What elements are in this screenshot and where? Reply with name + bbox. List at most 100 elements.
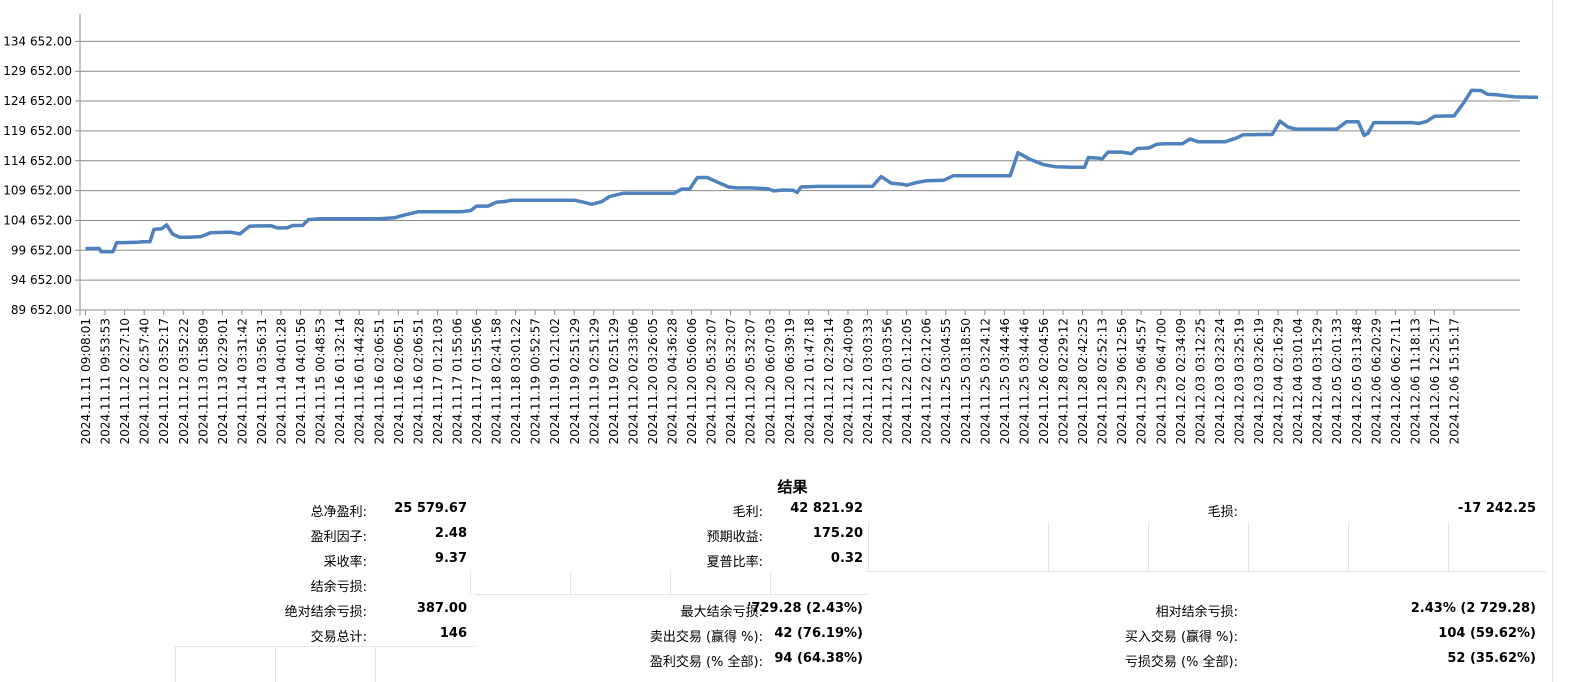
x-tick-label: 2024.11.19 00:52:57 <box>529 318 543 444</box>
chart-gridlines <box>75 40 1520 311</box>
x-tick-label: 2024.12.06 12:25:17 <box>1428 318 1442 444</box>
x-tick-label: 2024.12.04 03:01:04 <box>1291 318 1305 444</box>
x-tick-label: 2024.11.12 03:52:17 <box>157 318 171 444</box>
result-value: 94 (64.38%) <box>774 651 863 666</box>
result-label: 采收率: <box>323 555 367 570</box>
x-tick-label: 2024.11.21 03:03:33 <box>861 318 875 444</box>
x-tick-label: 2024.11.14 03:56:31 <box>255 318 269 444</box>
x-tick-label: 2024.12.02 02:34:09 <box>1174 318 1188 444</box>
x-tick-label: 2024.11.19 02:51:29 <box>587 318 601 444</box>
result-value: 146 <box>439 626 467 641</box>
result-label: 亏损交易 (% 全部): <box>1124 655 1238 670</box>
x-tick-label: 2024.11.21 02:40:09 <box>841 318 855 444</box>
x-tick-label: 2024.11.20 06:39:19 <box>783 318 797 444</box>
result-label: 毛损: <box>1207 505 1238 520</box>
result-value: 42 (76.19%) <box>774 626 863 641</box>
x-tick-label: 2024.11.15 00:48:53 <box>314 318 328 444</box>
x-tick-label: 2024.12.05 02:01:33 <box>1330 318 1344 444</box>
x-tick-label: 2024.11.25 03:24:12 <box>978 318 992 444</box>
x-tick-label: 2024.11.29 06:47:00 <box>1154 318 1168 444</box>
x-tick-label: 2024.11.22 01:12:05 <box>900 318 914 444</box>
x-tick-label: 2024.11.17 01:55:06 <box>450 318 464 444</box>
result-label: 最大结余亏损: <box>680 605 763 620</box>
result-label: 夏普比率: <box>706 555 763 570</box>
result-value: 2.43% (2 729.28) <box>1410 601 1536 616</box>
result-label: 绝对结余亏损: <box>284 605 367 620</box>
x-tick-label: 2024.11.13 02:29:01 <box>216 318 230 444</box>
x-tick-label: 2024.11.25 03:04:55 <box>939 318 953 444</box>
result-value: 25 579.67 <box>394 501 467 516</box>
x-tick-label: 2024.11.19 02:51:29 <box>568 318 582 444</box>
result-value: 42 821.92 <box>790 501 863 516</box>
result-label: 毛利: <box>732 505 763 520</box>
result-label: 买入交易 (赢得 %): <box>1124 630 1238 645</box>
x-tick-label: 2024.11.20 05:32:07 <box>705 318 719 444</box>
x-tick-label: 2024.11.20 03:26:05 <box>646 318 660 444</box>
y-tick-label: 124 652.00 <box>3 94 72 108</box>
x-tick-label: 2024.11.28 02:29:12 <box>1057 318 1071 444</box>
x-tick-label: 2024.11.14 04:01:28 <box>275 318 289 444</box>
y-tick-label: 104 652.00 <box>3 213 72 227</box>
result-value: 52 (35.62%) <box>1447 651 1536 666</box>
result-value: 104 (59.62%) <box>1438 626 1536 641</box>
x-tick-label: 2024.11.29 06:45:57 <box>1135 318 1149 444</box>
result-label: 盈利交易 (% 全部): <box>649 655 763 670</box>
y-tick-label: 94 652.00 <box>11 273 72 287</box>
result-value: 0.32 <box>830 551 863 566</box>
result-label: 总净盈利: <box>310 505 367 520</box>
balance-line <box>85 88 1539 254</box>
results-title: 结果 <box>777 478 808 496</box>
x-tick-label: 2024.11.26 02:04:56 <box>1037 318 1051 444</box>
x-tick-label: 2024.11.20 05:32:07 <box>724 318 738 444</box>
x-tick-label: 2024.11.25 03:44:46 <box>998 318 1012 444</box>
x-tick-label: 2024.11.20 05:32:07 <box>744 318 758 444</box>
result-value: 175.20 <box>812 526 863 541</box>
y-tick-label: 134 652.00 <box>3 34 72 48</box>
x-tick-label: 2024.11.14 04:01:56 <box>294 318 308 444</box>
x-tick-label: 2024.11.12 03:52:22 <box>177 318 191 444</box>
x-tick-label: 2024.12.04 03:15:29 <box>1311 318 1325 444</box>
x-tick-label: 2024.11.28 02:42:25 <box>1076 318 1090 444</box>
result-label: 交易总计: <box>310 630 367 645</box>
result-label: 结余亏损: <box>310 580 367 595</box>
y-tick-label: 119 652.00 <box>3 124 72 138</box>
x-tick-label: 2024.12.03 03:12:25 <box>1193 318 1207 444</box>
result-label: 相对结余亏损: <box>1155 605 1238 620</box>
x-tick-label: 2024.11.22 02:12:06 <box>920 318 934 444</box>
x-tick-label: 2024.12.04 02:16:29 <box>1272 318 1286 444</box>
result-value: '729.28 (2.43%) <box>747 601 863 616</box>
x-tick-label: 2024.11.11 09:08:01 <box>79 318 93 444</box>
result-label: 预期收益: <box>706 530 763 545</box>
x-tick-label: 2024.12.06 15:15:17 <box>1448 318 1462 444</box>
x-tick-label: 2024.11.12 02:27:10 <box>118 318 132 444</box>
x-tick-label: 2024.11.28 02:52:13 <box>1096 318 1110 444</box>
x-tick-label: 2024.11.20 02:33:06 <box>626 318 640 444</box>
x-tick-label: 2024.11.16 02:06:51 <box>411 318 425 444</box>
x-tick-label: 2024.12.06 06:20:29 <box>1369 318 1383 444</box>
y-tick-label: 89 652.00 <box>11 303 72 317</box>
x-tick-label: 2024.11.19 01:21:02 <box>548 318 562 444</box>
x-tick-label: 2024.11.11 09:53:53 <box>99 318 113 444</box>
y-tick-label: 99 652.00 <box>11 243 72 257</box>
result-value: 2.48 <box>434 526 467 541</box>
x-tick-label: 2024.11.16 01:44:28 <box>353 318 367 444</box>
x-tick-label: 2024.11.21 03:03:56 <box>881 318 895 444</box>
x-tick-label: 2024.11.12 02:57:40 <box>138 318 152 444</box>
x-tick-label: 2024.11.19 02:51:29 <box>607 318 621 444</box>
x-tick-label: 2024.11.25 03:18:50 <box>959 318 973 444</box>
x-tick-label: 2024.11.13 01:58:09 <box>196 318 210 444</box>
x-tick-label: 2024.11.20 06:07:03 <box>763 318 777 444</box>
x-tick-label: 2024.12.03 03:25:19 <box>1232 318 1246 444</box>
x-tick-label: 2024.11.16 02:06:51 <box>392 318 406 444</box>
x-tick-label: 2024.11.16 02:06:51 <box>372 318 386 444</box>
balance-chart: 89 652.00 94 652.00 99 652.00 104 652.00 109… <box>3 14 1539 444</box>
y-axis-ticks: 89 652.00 94 652.00 99 652.00 104 652.00 109… <box>3 34 72 317</box>
result-value: -17 242.25 <box>1457 501 1536 516</box>
y-tick-label: 109 652.00 <box>3 184 72 198</box>
x-tick-label: 2024.12.05 03:13:48 <box>1350 318 1364 444</box>
x-tick-label: 2024.11.21 01:47:18 <box>802 318 816 444</box>
y-tick-label: 114 652.00 <box>3 154 72 168</box>
x-tick-label: 2024.11.21 02:29:14 <box>822 318 836 444</box>
x-tick-label: 2024.11.29 06:12:56 <box>1115 318 1129 444</box>
result-label: 盈利因子: <box>310 530 367 545</box>
